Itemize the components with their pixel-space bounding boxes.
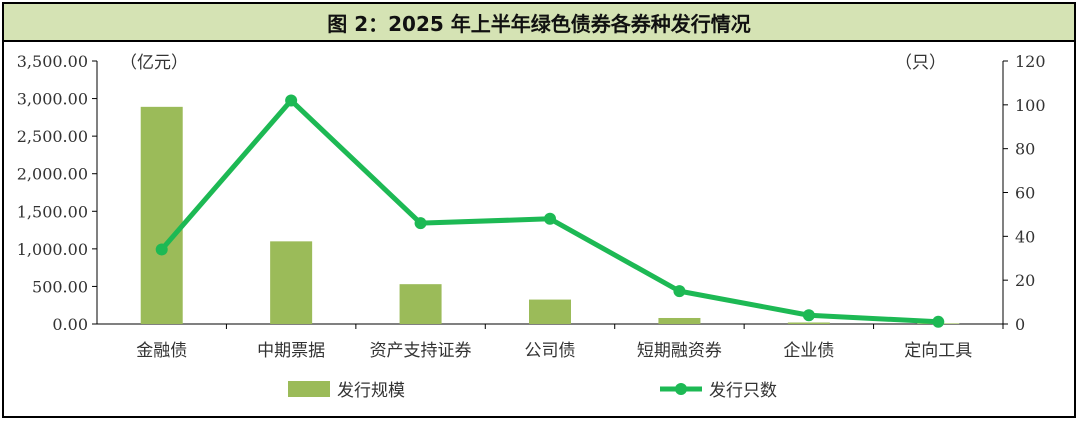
right-tick-label: 40 bbox=[1015, 227, 1035, 246]
left-tick-label: 1,500.00 bbox=[17, 202, 88, 221]
left-tick-label: 3,000.00 bbox=[17, 90, 88, 109]
category-label: 公司债 bbox=[525, 341, 576, 361]
left-tick-label: 3,500.00 bbox=[17, 52, 88, 71]
left-tick-label: 0.00 bbox=[52, 315, 88, 334]
category-label: 短期融资券 bbox=[637, 341, 722, 361]
line-point-5 bbox=[802, 309, 815, 322]
left-axis-unit: （亿元） bbox=[120, 53, 188, 73]
right-tick-label: 80 bbox=[1015, 140, 1035, 159]
right-tick-label: 20 bbox=[1015, 271, 1035, 290]
bar-1 bbox=[270, 241, 313, 324]
line-point-3 bbox=[544, 212, 556, 225]
category-label: 资产支持证券 bbox=[370, 341, 472, 361]
right-tick-label: 0 bbox=[1015, 315, 1025, 334]
bar-3 bbox=[529, 299, 571, 324]
category-label: 定向工具 bbox=[904, 341, 972, 361]
line-point-2 bbox=[414, 217, 427, 230]
line-point-0 bbox=[155, 243, 168, 256]
line-point-6 bbox=[932, 315, 945, 328]
line-point-4 bbox=[673, 285, 686, 298]
bar-4 bbox=[658, 317, 701, 324]
category-label: 中期票据 bbox=[257, 341, 325, 361]
left-tick-label: 1,000.00 bbox=[17, 240, 88, 259]
category-label: 金融债 bbox=[136, 341, 187, 361]
category-label: 企业债 bbox=[783, 341, 834, 361]
left-tick-label: 2,000.00 bbox=[17, 165, 88, 184]
left-tick-label: 500.00 bbox=[32, 277, 88, 296]
right-tick-label: 100 bbox=[1015, 96, 1046, 115]
legend-bar-swatch bbox=[288, 381, 330, 397]
right-tick-label: 60 bbox=[1015, 184, 1035, 203]
bar-0 bbox=[140, 106, 183, 324]
chart-title: 图 2：2025 年上半年绿色债券各券种发行情况 bbox=[4, 4, 1074, 42]
right-tick-label: 120 bbox=[1015, 52, 1046, 71]
legend-bar-label: 发行规模 bbox=[337, 381, 405, 401]
line-point-1 bbox=[285, 94, 298, 107]
legend-line-label: 发行只数 bbox=[709, 381, 777, 401]
right-axis-unit: （只） bbox=[895, 53, 946, 73]
bar-2 bbox=[399, 284, 442, 324]
left-tick-label: 2,500.00 bbox=[17, 127, 88, 146]
legend-line-marker bbox=[675, 383, 687, 395]
bar-5 bbox=[787, 322, 830, 324]
